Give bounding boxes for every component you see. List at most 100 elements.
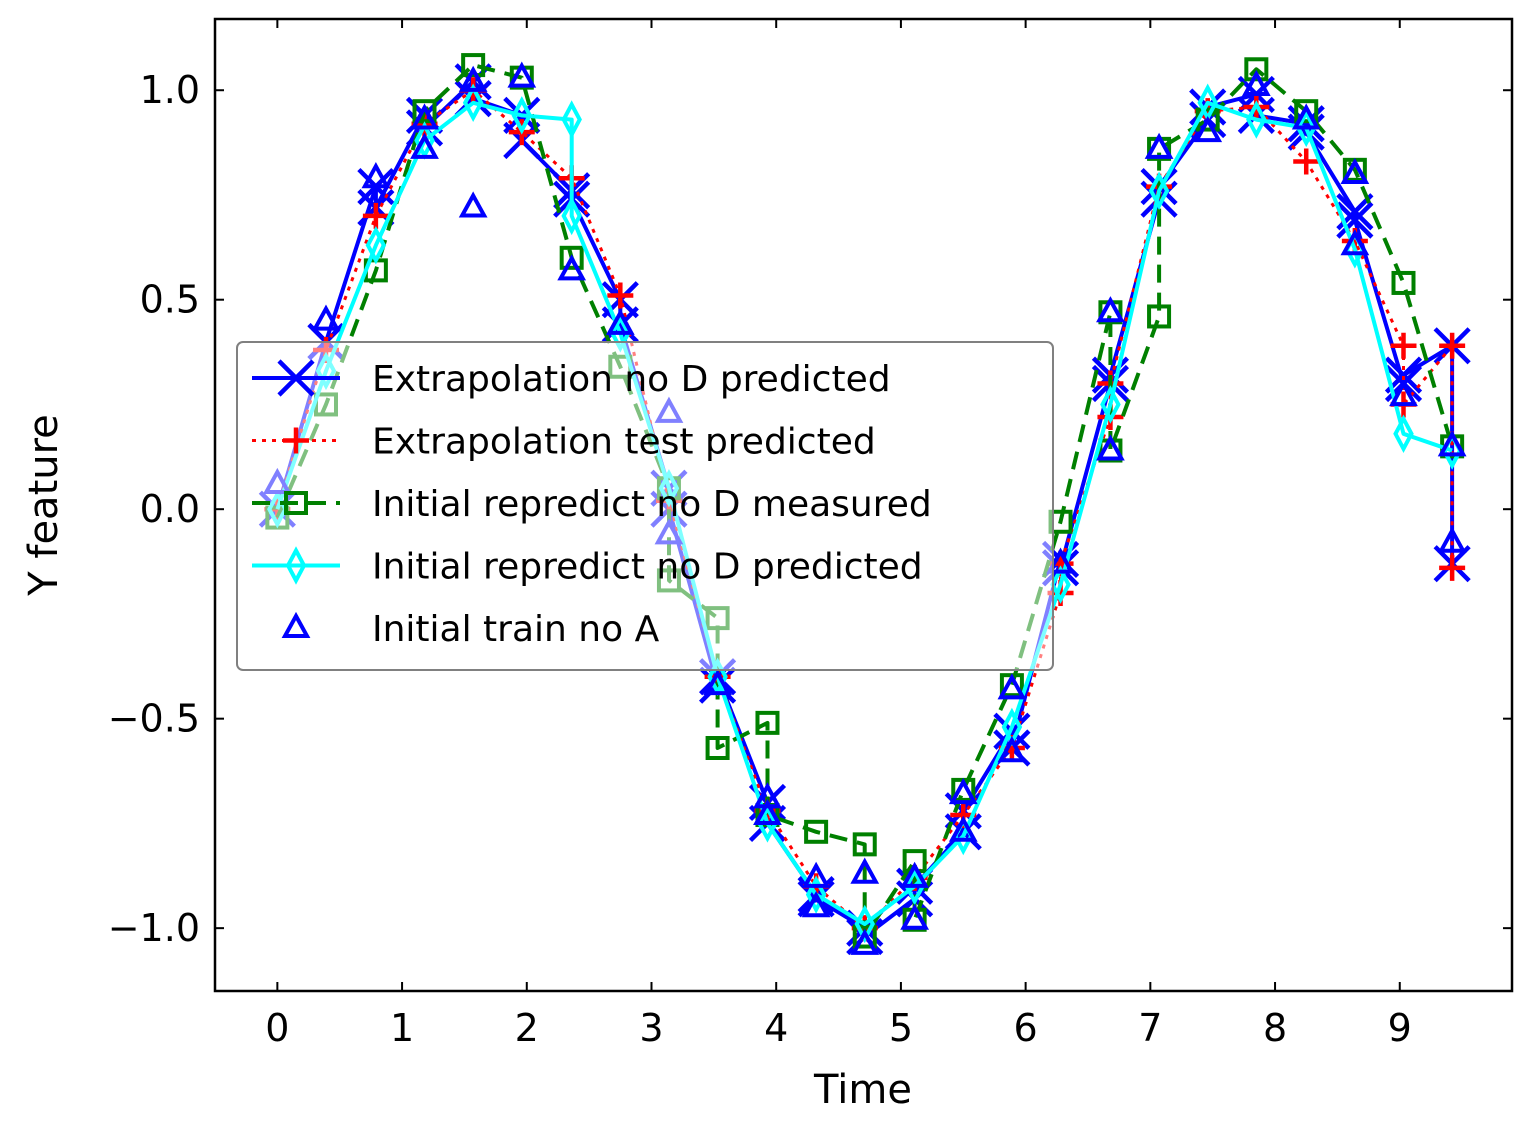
y-tick-label: 0.5 — [140, 278, 200, 322]
data-point — [852, 924, 877, 949]
legend-item: Extrapolation no D predicted — [252, 359, 891, 400]
legend-marker — [284, 491, 308, 515]
data-point — [850, 928, 880, 955]
data-point — [1336, 201, 1374, 239]
x-tick-label: 1 — [390, 1006, 414, 1050]
x-tick-label: 5 — [889, 1006, 913, 1050]
y-tick-label: −1.0 — [108, 906, 200, 950]
data-point — [755, 710, 780, 735]
data-point — [361, 162, 391, 189]
data-point — [1246, 100, 1267, 139]
data-point — [1291, 103, 1321, 130]
data-point — [1340, 157, 1370, 185]
data-point — [412, 99, 437, 124]
data-point — [1144, 132, 1174, 159]
legend-label: Initial train no A — [372, 609, 660, 650]
data-point — [362, 202, 389, 229]
x-tick-label: 7 — [1138, 1006, 1162, 1050]
data-point — [801, 861, 831, 888]
data-point — [462, 83, 484, 123]
data-point — [410, 132, 439, 159]
data-point — [804, 819, 829, 844]
data-point — [705, 736, 730, 760]
x-tick-label: 2 — [515, 1006, 539, 1050]
data-point — [1244, 57, 1269, 82]
legend-box — [236, 341, 1054, 671]
data-point — [948, 777, 978, 805]
x-tick-label: 6 — [1014, 1006, 1038, 1050]
data-point — [948, 815, 978, 842]
data-point — [1340, 229, 1370, 256]
data-point — [461, 53, 486, 78]
data-point — [1046, 547, 1075, 574]
data-point — [703, 669, 732, 696]
data-point — [997, 736, 1027, 763]
data-point — [1393, 414, 1414, 454]
data-point — [605, 308, 635, 335]
x-tick-label: 0 — [265, 1006, 289, 1050]
data-point — [559, 245, 584, 270]
data-point — [365, 225, 387, 265]
legend-marker — [285, 546, 307, 585]
data-point — [607, 282, 634, 309]
x-tick-label: 3 — [639, 1006, 663, 1050]
y-tick-label: −0.5 — [108, 697, 200, 741]
axis-ticks: 0 1 2 3 4 5 6 7 8 9 1.0 0.5 0.0 −0.5 −1.0 — [108, 19, 1512, 1050]
data-point — [557, 254, 587, 281]
data-point — [1241, 69, 1271, 97]
data-point — [458, 65, 488, 92]
data-point — [561, 100, 582, 139]
data-point — [1096, 434, 1125, 461]
data-point — [1100, 385, 1121, 424]
legend-label: Extrapolation test predicted — [372, 422, 876, 463]
data-point — [904, 867, 925, 906]
data-point — [1050, 565, 1071, 604]
legend-marker — [281, 611, 311, 638]
data-point — [1096, 296, 1125, 323]
legend-item: Initial train no A — [281, 609, 660, 650]
data-point — [997, 673, 1027, 700]
legend-label: Initial repredict no D predicted — [372, 547, 923, 588]
data-point — [1437, 526, 1467, 553]
data-point — [1437, 430, 1467, 457]
legend-item: Initial repredict no D predicted — [252, 546, 923, 588]
data-point — [507, 61, 537, 88]
legend-item: Extrapolation test predicted — [252, 422, 876, 463]
data-point — [1439, 332, 1466, 359]
legend-label: Extrapolation no D predicted — [372, 359, 891, 400]
data-point — [561, 196, 582, 236]
data-point — [1293, 148, 1320, 175]
data-point — [1294, 99, 1319, 124]
y-axis-label: Y feature — [21, 414, 67, 597]
series-layer — [258, 53, 1471, 956]
data-point — [757, 804, 778, 843]
y-tick-label: 1.0 — [140, 68, 200, 112]
legend-item: Initial repredict no D measured — [252, 484, 932, 525]
data-point — [850, 857, 880, 884]
data-point — [458, 191, 488, 218]
x-axis-label: Time — [813, 1067, 912, 1113]
legend-label: Initial repredict no D measured — [372, 484, 932, 525]
data-point — [854, 904, 876, 944]
data-point — [1389, 379, 1418, 407]
data-point — [601, 306, 639, 344]
data-point — [1295, 108, 1317, 148]
x-tick-label: 8 — [1263, 1006, 1287, 1050]
legend: Extrapolation no D predicted Extrapolatio… — [236, 341, 1054, 671]
x-tick-label: 9 — [1388, 1006, 1412, 1050]
data-point — [1193, 115, 1223, 143]
x-tick-label: 4 — [764, 1006, 788, 1050]
data-point — [900, 861, 930, 888]
data-point — [1391, 270, 1416, 295]
data-point — [1439, 554, 1466, 581]
y-tick-label: 0.0 — [140, 487, 200, 531]
data-point — [311, 304, 341, 331]
data-point — [900, 903, 930, 930]
legend-marker — [283, 427, 309, 454]
data-point — [410, 103, 439, 130]
data-point — [1147, 304, 1172, 329]
data-point — [1390, 332, 1417, 359]
data-point — [805, 875, 827, 914]
data-point — [511, 96, 533, 135]
